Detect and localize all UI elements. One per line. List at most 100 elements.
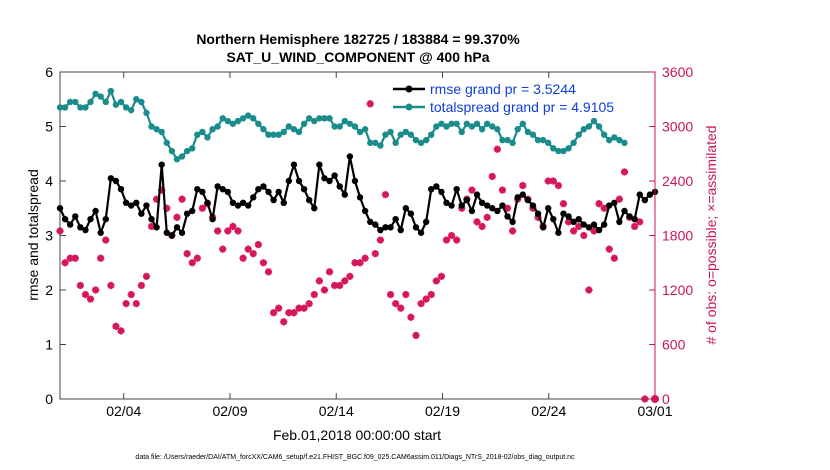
spread-marker xyxy=(555,147,562,155)
obs-assimilated-marker xyxy=(295,304,303,312)
obs-assimilated-marker xyxy=(366,100,374,108)
spread-marker xyxy=(570,139,577,147)
obs-marker-stroke xyxy=(438,273,445,280)
obs-marker-stroke xyxy=(402,291,410,298)
rmse-marker xyxy=(392,215,399,223)
obs-marker-stroke xyxy=(194,254,201,262)
rmse-marker xyxy=(422,218,430,226)
rmse-marker xyxy=(545,205,552,212)
obs-assimilated-marker xyxy=(442,236,451,244)
rmse-marker xyxy=(519,191,526,198)
obs-marker-stroke xyxy=(112,323,120,330)
spread-marker xyxy=(473,120,481,127)
spread-marker xyxy=(595,123,603,130)
obs-assimilated-marker xyxy=(249,250,257,258)
rmse-marker xyxy=(433,183,440,190)
spread-marker xyxy=(92,90,99,98)
spread-marker xyxy=(519,120,526,127)
obs-marker-stroke xyxy=(488,173,496,180)
rmse-marker xyxy=(173,224,181,231)
rmse-marker xyxy=(300,185,308,193)
obs-marker-stroke xyxy=(575,223,583,230)
spread-marker xyxy=(606,136,613,144)
obs-assimilated-marker xyxy=(229,222,237,231)
obs-marker-stroke xyxy=(173,214,181,221)
spread-marker xyxy=(112,101,120,108)
spread-marker xyxy=(66,98,74,106)
spread-marker xyxy=(387,128,394,136)
rmse-marker xyxy=(611,199,618,206)
obs-assimilated-marker xyxy=(417,300,425,308)
obs-assimilated-marker xyxy=(570,227,578,235)
spread-marker xyxy=(397,131,404,138)
obs-marker-stroke xyxy=(122,300,130,307)
obs-marker-stroke xyxy=(621,168,628,176)
obs-marker-stroke xyxy=(605,245,613,253)
obs-marker-stroke xyxy=(117,327,125,335)
spread-marker xyxy=(611,134,618,141)
obs-assimilated-marker xyxy=(71,254,79,262)
obs-assimilated-marker xyxy=(341,277,349,285)
rmse-marker xyxy=(356,194,364,201)
obs-assimilated-marker xyxy=(264,268,273,276)
obs-marker-stroke xyxy=(138,282,145,289)
obs-marker-stroke xyxy=(239,254,247,262)
spread-marker xyxy=(621,139,628,147)
obs-assimilated-marker xyxy=(564,218,573,226)
obs-assimilated-marker xyxy=(631,222,639,231)
obs-marker-stroke xyxy=(387,291,394,298)
rmse-marker xyxy=(595,226,603,234)
y-tick-label-right: 0 xyxy=(662,391,670,407)
spread-marker xyxy=(275,131,282,138)
rmse-marker xyxy=(209,215,216,223)
spread-marker xyxy=(214,123,221,130)
y-tick-label-right: 1200 xyxy=(662,282,693,298)
obs-marker-stroke xyxy=(483,214,491,221)
obs-marker-stroke xyxy=(275,304,282,312)
obs-assimilated-marker xyxy=(239,254,247,262)
spread-marker xyxy=(509,139,516,147)
obs-marker-stroke xyxy=(590,227,598,235)
obs-assimilated-marker xyxy=(244,245,252,253)
obs-marker-stroke xyxy=(361,254,369,262)
obs-assimilated-marker xyxy=(285,309,293,317)
y-axis-label-left: rmse and totalspread xyxy=(25,169,41,301)
obs-marker-stroke xyxy=(321,286,328,294)
obs-marker-stroke xyxy=(346,273,354,280)
x-tick-label: 03/01 xyxy=(637,403,672,419)
rmse-marker xyxy=(183,210,191,217)
rmse-marker xyxy=(61,215,69,223)
obs-assimilated-marker xyxy=(259,259,268,267)
rmse-marker xyxy=(387,224,394,231)
rmse-marker xyxy=(412,224,420,231)
rmse-marker xyxy=(133,199,140,206)
obs-assimilated-marker xyxy=(488,172,496,181)
obs-assimilated-marker xyxy=(575,222,583,231)
rmse-marker xyxy=(504,213,511,220)
rmse-marker xyxy=(346,153,354,160)
obs-marker-stroke xyxy=(519,182,527,189)
spread-marker xyxy=(372,139,379,147)
obs-marker-stroke xyxy=(270,309,277,317)
rmse-marker xyxy=(244,202,252,209)
rmse-marker xyxy=(438,188,445,196)
obs-assimilated-marker xyxy=(580,231,588,240)
rmse-marker xyxy=(92,207,99,215)
y-tick-label-left: 6 xyxy=(45,64,53,80)
obs-marker-stroke xyxy=(565,218,572,226)
spread-marker xyxy=(300,120,308,127)
obs-marker-stroke xyxy=(77,282,84,289)
obs-assimilated-marker xyxy=(493,145,501,153)
obs-assimilated-marker xyxy=(112,322,120,330)
spread-marker xyxy=(346,120,354,127)
obs-assimilated-marker xyxy=(254,240,262,249)
spread-marker xyxy=(504,136,511,144)
obs-assimilated-marker xyxy=(376,236,384,244)
obs-marker-stroke xyxy=(97,254,104,262)
obs-marker-stroke xyxy=(87,295,94,303)
spread-marker xyxy=(585,123,593,130)
obs-assimilated-marker xyxy=(188,259,196,267)
spread-marker xyxy=(102,98,109,106)
spread-marker xyxy=(56,104,64,111)
spread-marker xyxy=(545,139,552,147)
